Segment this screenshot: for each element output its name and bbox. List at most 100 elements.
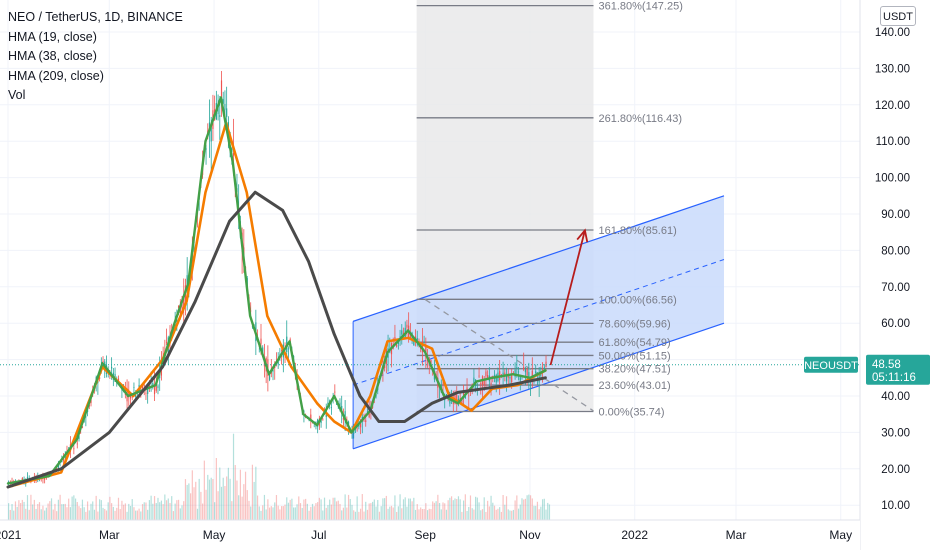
candle-body bbox=[541, 369, 544, 371]
candle-body bbox=[409, 336, 411, 339]
volume-bar bbox=[509, 510, 511, 520]
price-tick-label: 80.00 bbox=[881, 245, 910, 257]
volume-bar bbox=[529, 495, 532, 520]
volume-bar bbox=[109, 496, 111, 520]
volume-bar bbox=[8, 503, 10, 520]
volume-bar bbox=[59, 494, 61, 520]
volume-bar bbox=[528, 494, 530, 520]
price-tick-label: 60.00 bbox=[881, 318, 910, 330]
volume-bar bbox=[445, 509, 448, 520]
volume-bar bbox=[447, 500, 449, 520]
candle-body bbox=[26, 477, 29, 480]
volume-bar bbox=[394, 495, 396, 520]
candle-body bbox=[485, 371, 487, 377]
volume-bar bbox=[471, 508, 473, 520]
volume-bar bbox=[143, 502, 145, 520]
fib-level-label: 23.60%(43.01) bbox=[598, 380, 670, 392]
candle-body bbox=[502, 372, 504, 377]
volume-bar bbox=[317, 502, 319, 520]
volume-bar bbox=[265, 509, 267, 520]
price-tick-label: 40.00 bbox=[881, 391, 910, 403]
volume-bar bbox=[262, 505, 264, 520]
volume-bar bbox=[541, 499, 544, 520]
volume-bar bbox=[236, 480, 238, 520]
volume-bar bbox=[68, 498, 70, 520]
volume-bar bbox=[74, 498, 77, 520]
volume-bar bbox=[511, 510, 513, 520]
volume-bar bbox=[423, 508, 425, 520]
volume-bar bbox=[449, 497, 451, 520]
volume-bar bbox=[456, 499, 458, 520]
volume-bar bbox=[47, 503, 49, 520]
volume-bar bbox=[384, 498, 386, 520]
candle-body bbox=[528, 372, 530, 380]
volume-bar bbox=[365, 501, 367, 520]
legend-indicator-hma19: HMA (19, close) bbox=[8, 29, 97, 44]
volume-bar bbox=[18, 500, 20, 520]
candle-body bbox=[56, 468, 58, 469]
candle-body bbox=[133, 386, 135, 388]
volume-bar bbox=[174, 503, 176, 520]
candle-body bbox=[414, 336, 417, 339]
volume-bar bbox=[42, 505, 44, 520]
volume-bar bbox=[191, 470, 193, 520]
volume-bar bbox=[165, 500, 168, 520]
candle-body bbox=[222, 99, 224, 104]
candle-body bbox=[516, 367, 518, 368]
fib-level-label: 61.80%(54.79) bbox=[598, 337, 670, 349]
currency-unit-button[interactable]: USDT bbox=[880, 6, 916, 26]
volume-bar bbox=[339, 503, 341, 520]
volume-bar bbox=[414, 509, 417, 520]
candle-body bbox=[232, 152, 235, 156]
volume-bar bbox=[86, 501, 89, 520]
volume-bar bbox=[540, 506, 542, 520]
volume-bar bbox=[195, 481, 197, 520]
volume-bar bbox=[399, 494, 401, 520]
volume-bar bbox=[298, 496, 300, 520]
volume-bar bbox=[517, 508, 520, 520]
candle-body bbox=[287, 348, 290, 350]
volume-bar bbox=[284, 504, 286, 520]
volume-bar bbox=[202, 503, 204, 520]
candle-body bbox=[509, 376, 511, 379]
volume-bar bbox=[361, 494, 363, 520]
volume-bar bbox=[279, 509, 281, 520]
volume-bar bbox=[215, 457, 217, 520]
volume-bar bbox=[385, 495, 387, 520]
volume-bar bbox=[356, 496, 358, 520]
volume-bar bbox=[33, 499, 35, 520]
candle-body bbox=[327, 402, 329, 406]
volume-bar bbox=[40, 509, 42, 520]
candle-body bbox=[526, 369, 528, 376]
volume-bar bbox=[514, 500, 516, 520]
volume-bar bbox=[203, 460, 205, 520]
volume-bar bbox=[121, 500, 123, 520]
volume-bar bbox=[214, 502, 216, 520]
volume-bar bbox=[325, 507, 327, 520]
candle-body bbox=[143, 384, 145, 386]
volume-bar bbox=[217, 491, 219, 520]
volume-bar bbox=[57, 499, 59, 520]
volume-bar bbox=[224, 486, 226, 520]
fib-level-label: 38.20%(47.51) bbox=[598, 364, 670, 376]
volume-bar bbox=[131, 499, 133, 520]
candle-body bbox=[61, 460, 63, 463]
volume-bar bbox=[435, 501, 437, 520]
volume-bar bbox=[270, 506, 272, 520]
volume-bar bbox=[401, 508, 403, 520]
volume-bar bbox=[244, 471, 247, 520]
candle-body bbox=[76, 443, 78, 445]
volume-bar bbox=[76, 502, 78, 520]
price-tick-label: 90.00 bbox=[881, 209, 910, 221]
volume-bar bbox=[334, 497, 336, 520]
time-tick-label: 2021 bbox=[0, 528, 22, 542]
volume-bar bbox=[378, 511, 381, 520]
volume-bar bbox=[255, 466, 257, 520]
volume-bar bbox=[289, 499, 291, 520]
candle-body bbox=[145, 392, 147, 394]
price-tick-label: 140.00 bbox=[875, 27, 910, 39]
volume-bar bbox=[229, 478, 231, 520]
volume-bar bbox=[267, 499, 269, 520]
